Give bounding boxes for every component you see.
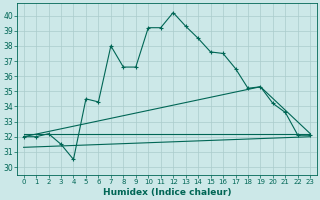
X-axis label: Humidex (Indice chaleur): Humidex (Indice chaleur)	[103, 188, 231, 197]
